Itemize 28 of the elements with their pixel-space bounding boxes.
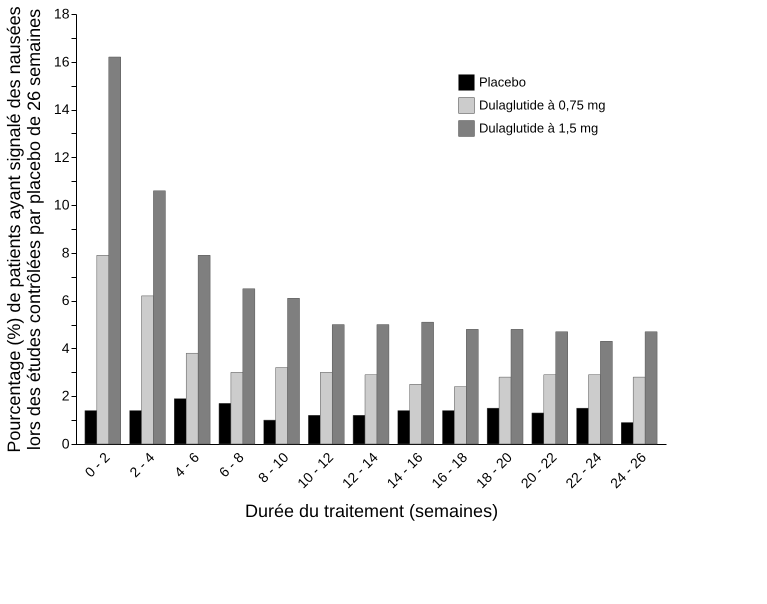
y-tick-label: 0 (62, 436, 70, 452)
x-tick-label: 6 - 8 (216, 448, 247, 480)
x-tick-label: 10 - 12 (294, 448, 336, 492)
y-tick-label: 16 (54, 53, 70, 70)
x-axis-title: Durée du traitement (semaines) (244, 501, 498, 522)
y-tick-label: 8 (62, 244, 70, 260)
y-tick-label: 14 (54, 101, 70, 118)
x-tick-label: 12 - 14 (338, 448, 382, 492)
legend-label: Dulaglutide à 0,75 mg (479, 98, 606, 112)
y-tick-label: 10 (54, 196, 70, 213)
y-axis-title: Pourcentage (%) de patients ayant signalé des nausées lors des études contrôlées par placebo de 26 semaines (4, 6, 44, 453)
x-tick-label: 20 - 22 (518, 448, 560, 492)
x-tick-label: 14 - 16 (383, 448, 426, 492)
x-tick-label: 24 - 26 (606, 448, 650, 492)
y-tick-label: 12 (54, 148, 70, 165)
legend-label: Placebo (479, 74, 526, 90)
x-tick-label: 0 - 2 (82, 448, 113, 480)
y-tick-label: 18 (54, 6, 70, 22)
x-tick-label: 22 - 24 (562, 448, 605, 492)
x-tick-label: 8 - 10 (254, 448, 292, 486)
y-tick-label: 2 (62, 388, 70, 404)
y-tick-label: 4 (62, 340, 70, 356)
x-tick-label: 2 - 4 (126, 448, 158, 480)
x-tick-label: 4 - 6 (170, 448, 202, 480)
x-tick-label: 18 - 20 (472, 448, 516, 492)
y-tick-label: 6 (62, 292, 70, 308)
legend-label: Dulaglutide à 1,5 mg (479, 120, 598, 136)
x-tick-label: 16 - 18 (428, 448, 470, 492)
